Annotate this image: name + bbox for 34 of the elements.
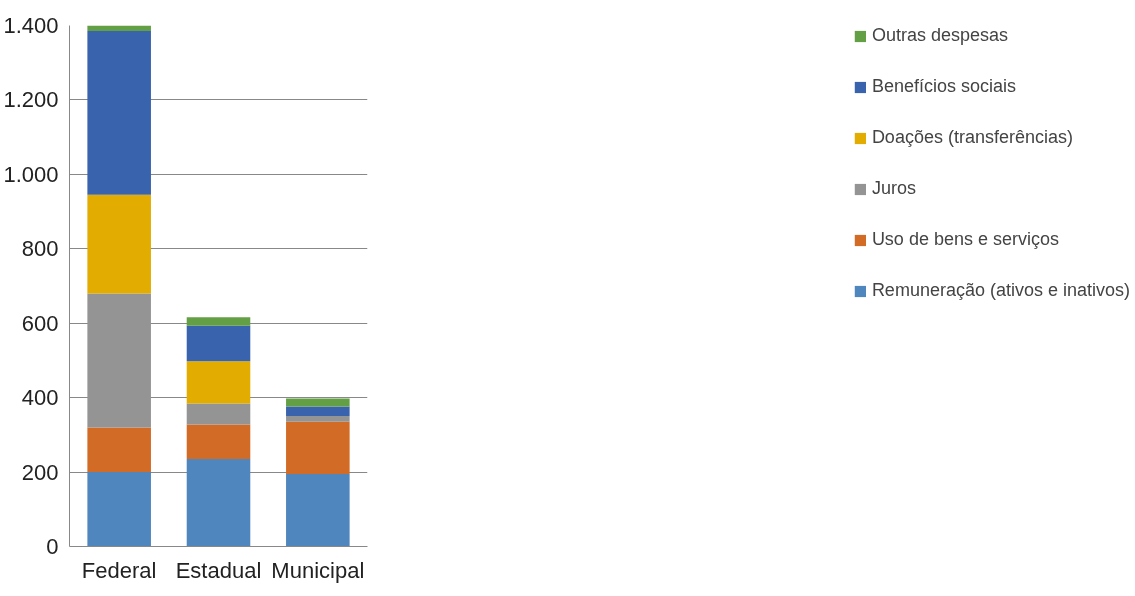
bar <box>286 421 350 474</box>
bar <box>87 194 151 294</box>
bar <box>186 459 251 547</box>
bar <box>186 361 251 404</box>
y-tick-label: 1.000 <box>3 161 59 187</box>
y-tick-label: 200 <box>21 459 59 485</box>
legend-label: Outras despesas <box>871 25 1008 46</box>
x-tick-label: Federal <box>81 557 157 583</box>
bar <box>87 427 151 473</box>
bar <box>87 293 151 428</box>
bar <box>186 403 251 425</box>
y-tick-label: 1.200 <box>3 87 59 113</box>
y-tick-label: 800 <box>21 236 59 262</box>
bar <box>186 424 251 460</box>
bar <box>186 325 251 362</box>
bar <box>87 25 151 32</box>
y-tick-label: 400 <box>21 385 59 411</box>
bar <box>186 317 251 326</box>
legend-label: Doações (transferências) <box>871 127 1073 148</box>
y-tick-label: 1.400 <box>3 13 59 38</box>
y-tick-label: 600 <box>21 310 59 336</box>
legend-label: Remuneração (ativos e inativos) <box>871 280 1130 301</box>
x-tick-label: Estadual <box>175 557 262 583</box>
bar <box>87 472 151 547</box>
bar <box>286 406 350 416</box>
bar <box>286 473 350 547</box>
bar <box>286 415 350 422</box>
legend-label: Juros <box>871 178 916 199</box>
bar <box>286 398 350 407</box>
legend-label: Uso de bens e serviços <box>871 229 1059 250</box>
legend-label: Benefícios sociais <box>871 76 1016 97</box>
bar <box>87 31 151 195</box>
x-tick-label: Municipal <box>271 557 365 583</box>
y-tick-label: 0 <box>46 534 59 559</box>
